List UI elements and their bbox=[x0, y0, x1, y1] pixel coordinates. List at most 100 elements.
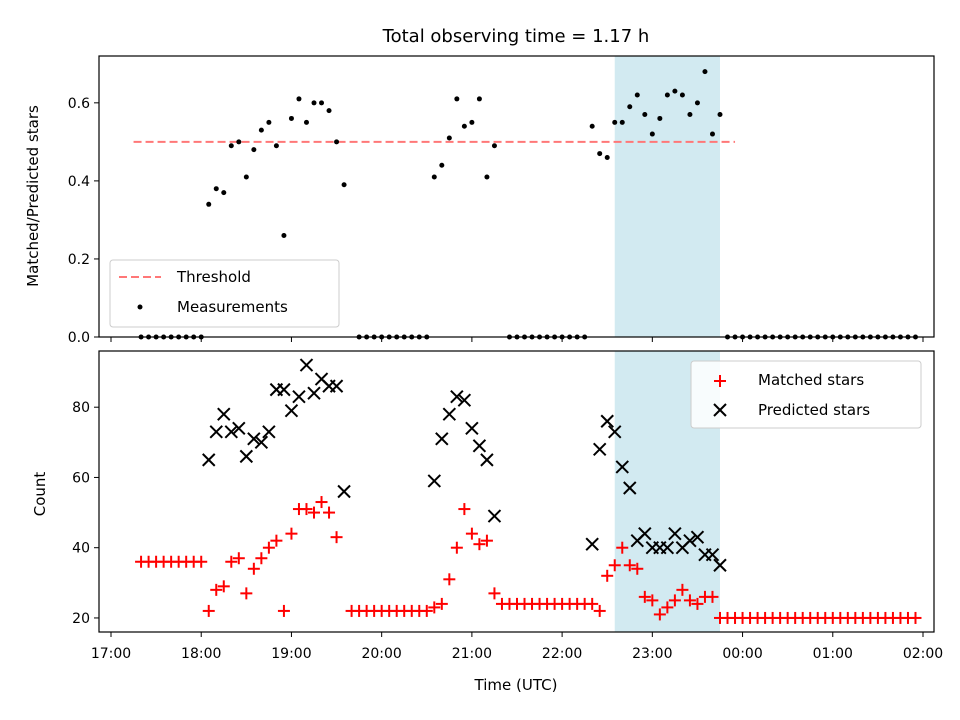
bottom-y-ticks: 20 40 60 80 bbox=[72, 400, 99, 627]
x-tick-label: 18:00 bbox=[181, 646, 221, 662]
measurement-point bbox=[206, 201, 212, 207]
top-y-ticks: 0.0 0.2 0.4 0.6 bbox=[68, 96, 99, 346]
matched-star-point bbox=[308, 506, 320, 519]
measurement-point bbox=[446, 135, 452, 141]
measurement-point bbox=[273, 143, 279, 149]
x-tick-label: 19:00 bbox=[271, 646, 311, 662]
predicted-star-point bbox=[262, 425, 276, 439]
matched-star-point bbox=[210, 583, 223, 596]
matched-star-point bbox=[270, 534, 283, 547]
top-legend-box bbox=[109, 259, 340, 328]
predicted-star-point bbox=[592, 442, 607, 457]
matched-star-point bbox=[285, 527, 298, 540]
matched-star-point bbox=[240, 587, 253, 600]
measurement-point bbox=[612, 119, 618, 125]
highlight-span bbox=[614, 56, 720, 337]
matched-star-point bbox=[909, 611, 922, 624]
predicted-star-point bbox=[224, 425, 239, 439]
measurement-point bbox=[258, 127, 264, 133]
measurement-point bbox=[687, 112, 693, 118]
matched-star-point bbox=[638, 590, 651, 603]
measurement-point bbox=[657, 115, 663, 121]
measurement-point bbox=[288, 115, 294, 121]
predicted-star-point bbox=[209, 425, 223, 439]
measurement-point bbox=[634, 92, 640, 98]
top-y-tick-label: 0.4 bbox=[68, 174, 90, 190]
top-x-ticks bbox=[110, 337, 924, 342]
matched-star-point bbox=[623, 559, 636, 572]
measurement-point bbox=[664, 92, 670, 98]
predicted-star-point bbox=[337, 484, 351, 499]
measurement-point bbox=[303, 119, 309, 125]
x-tick-label: 17:00 bbox=[91, 646, 131, 662]
predicted-star-point bbox=[427, 474, 442, 488]
measurement-point bbox=[281, 233, 287, 239]
bottom-legend: Matched stars Predicted stars bbox=[690, 360, 922, 429]
matched-star-point bbox=[653, 608, 666, 621]
measurement-point bbox=[236, 139, 242, 145]
matched-star-point bbox=[323, 506, 336, 519]
measurement-point bbox=[476, 96, 482, 102]
matched-star-point bbox=[676, 583, 689, 596]
predicted-star-point bbox=[435, 432, 449, 446]
top-panel: 0.0 0.2 0.4 0.6 Matched/Predicted stars Thr… bbox=[24, 55, 935, 346]
predicted-star-point bbox=[457, 393, 472, 407]
predicted-star-point bbox=[713, 558, 727, 572]
measurement-point bbox=[341, 182, 347, 188]
measurement-point bbox=[228, 143, 234, 149]
predicted-star-point bbox=[247, 432, 261, 446]
measurement-point bbox=[597, 151, 603, 157]
top-legend: Threshold Measurements bbox=[109, 259, 340, 328]
matched-star-point bbox=[683, 594, 696, 607]
measurement-point bbox=[717, 112, 723, 118]
measurement-point bbox=[266, 119, 272, 125]
top-y-tick-label: 0.6 bbox=[68, 96, 90, 112]
matched-star-point bbox=[300, 503, 313, 516]
bottom-x-ticks: 17:00 18:00 19:00 20:00 21:00 22:00 23:00 00:00… bbox=[91, 632, 943, 662]
measurement-point bbox=[642, 112, 648, 118]
matched-star-point bbox=[450, 541, 463, 554]
predicted-star-point bbox=[705, 548, 720, 562]
predicted-star-point bbox=[299, 358, 314, 372]
measurement-point bbox=[709, 131, 715, 137]
matched-star-point bbox=[255, 552, 268, 565]
bottom-y-tick-label: 80 bbox=[72, 400, 90, 416]
measurement-point bbox=[311, 100, 317, 106]
predicted-star-point bbox=[450, 389, 464, 404]
predicted-star-point bbox=[217, 407, 231, 421]
matched-star-point bbox=[465, 527, 478, 540]
top-y-tick-label: 0.2 bbox=[68, 252, 90, 268]
matched-star-point bbox=[593, 604, 606, 617]
matched-star-point bbox=[668, 594, 681, 607]
matched-star-point bbox=[691, 597, 704, 610]
measurement-point bbox=[672, 88, 678, 94]
measurement-point bbox=[619, 119, 625, 125]
measurement-point bbox=[431, 174, 437, 180]
bottom-y-tick-label: 60 bbox=[72, 470, 90, 486]
matched-star-point bbox=[608, 559, 621, 572]
matched-star-point bbox=[473, 538, 486, 551]
measurement-point bbox=[484, 174, 490, 180]
matched-star-point bbox=[277, 604, 290, 617]
matched-star-point bbox=[435, 597, 448, 610]
predicted-star-point bbox=[292, 389, 306, 404]
matched-star-point bbox=[315, 496, 328, 509]
bottom-plot-frame bbox=[98, 350, 935, 633]
matched-star-point bbox=[586, 597, 599, 610]
predicted-star-point bbox=[660, 540, 675, 555]
matched-star-point bbox=[646, 594, 659, 607]
predicted-star-point bbox=[465, 421, 479, 435]
matched-star-point bbox=[443, 573, 456, 586]
matched-star-point bbox=[428, 601, 441, 614]
predicted-star-point bbox=[623, 481, 637, 495]
measurement-point bbox=[702, 69, 708, 75]
x-tick-label: 22:00 bbox=[542, 646, 582, 662]
top-highlight-span-layer bbox=[614, 56, 720, 337]
x-tick-label: 21:00 bbox=[452, 646, 492, 662]
matched-star-point bbox=[661, 601, 674, 614]
measurement-point bbox=[251, 147, 257, 153]
matched-star-point bbox=[458, 503, 471, 516]
matched-star-point bbox=[225, 555, 238, 568]
